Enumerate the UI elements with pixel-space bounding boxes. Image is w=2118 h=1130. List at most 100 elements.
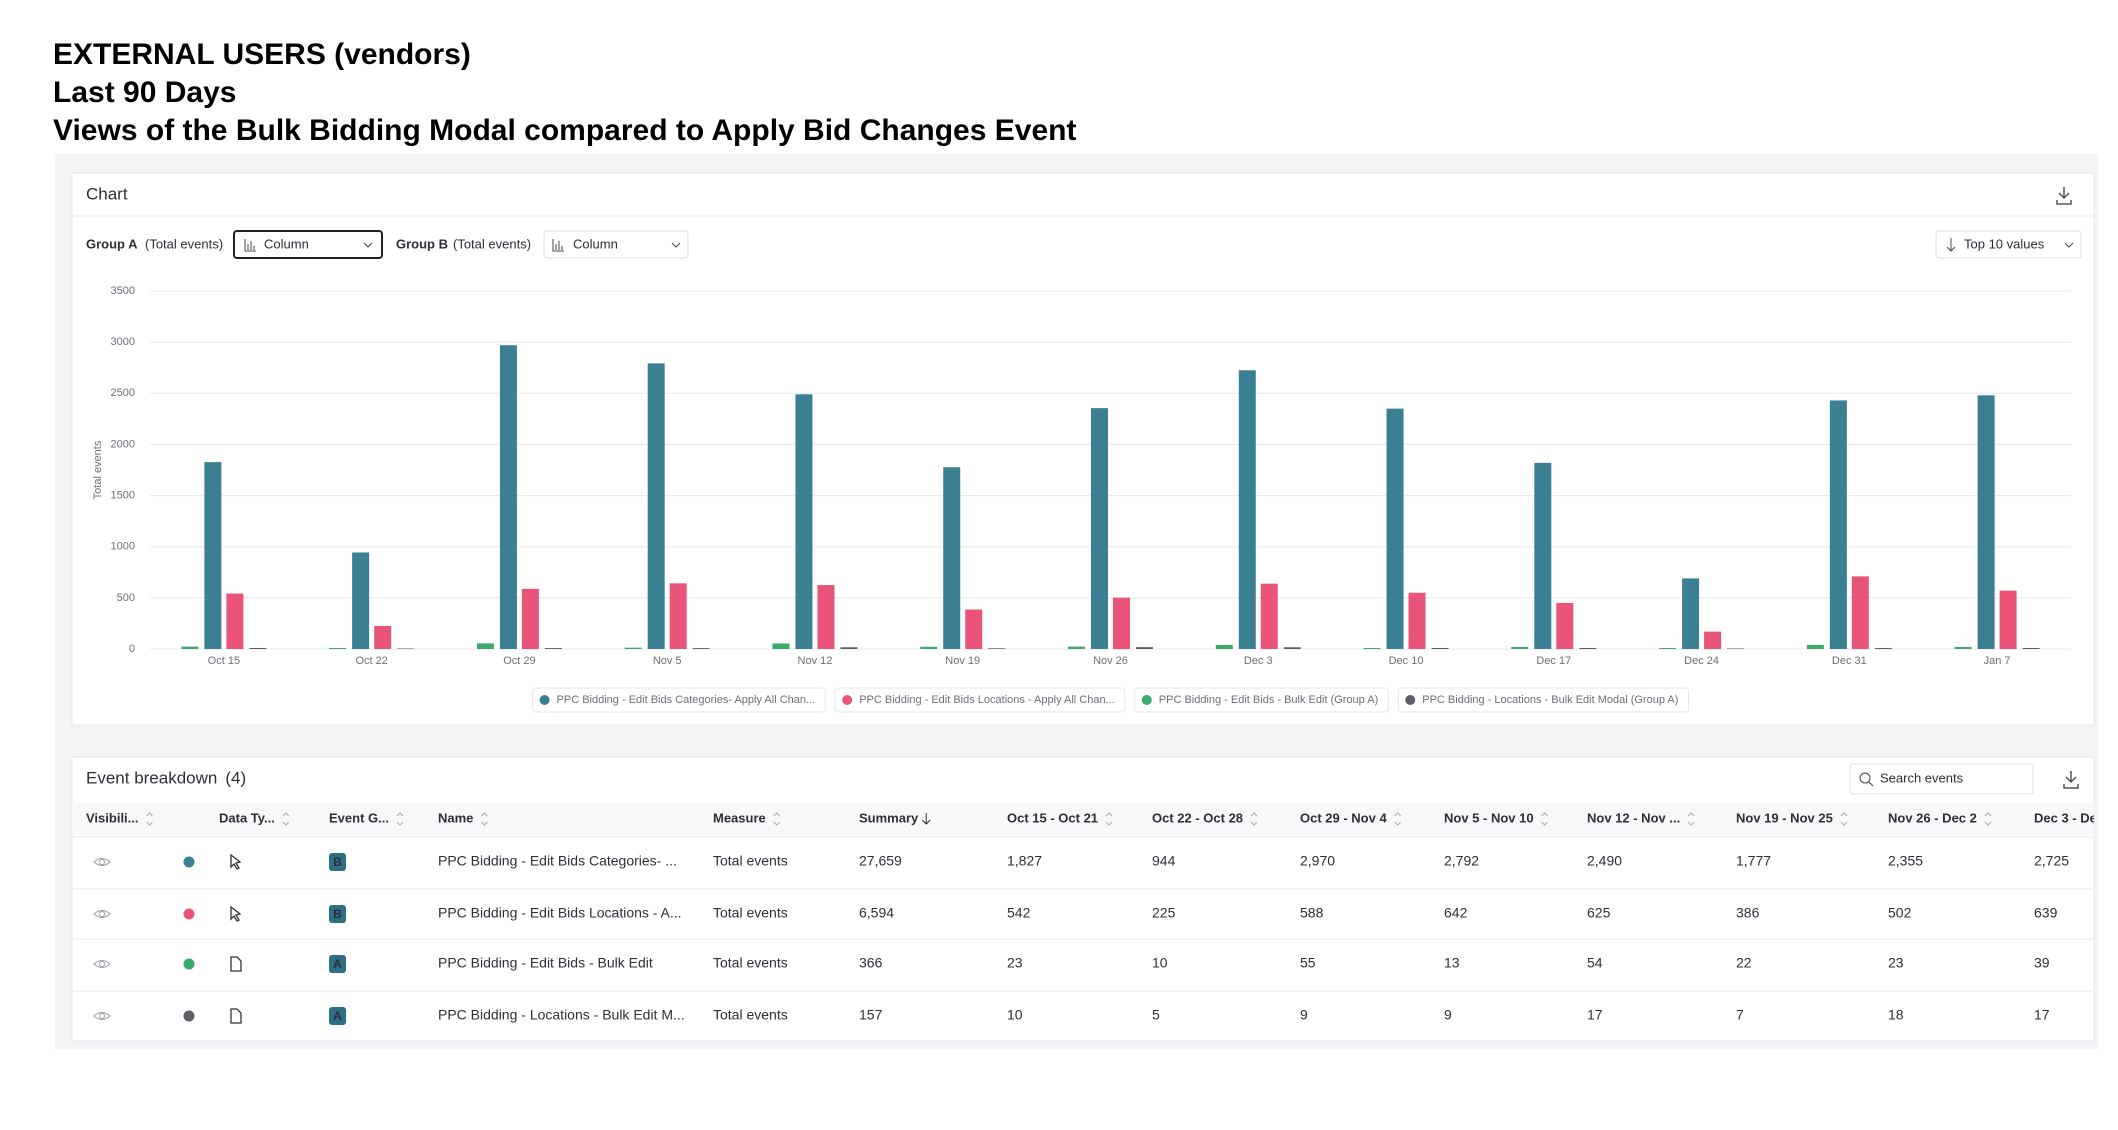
- legend-item[interactable]: PPC Bidding - Edit Bids Categories- Appl…: [532, 687, 826, 713]
- legend-item[interactable]: PPC Bidding - Edit Bids - Bulk Edit (Gro…: [1134, 687, 1389, 713]
- legend-box: [1397, 687, 1689, 713]
- column-header[interactable]: Event G...: [329, 810, 389, 825]
- table-title: Event breakdown: [86, 768, 217, 787]
- bar: [499, 345, 517, 649]
- table-cell: 10: [1007, 1007, 1023, 1023]
- bar: [1954, 646, 1972, 649]
- table-cell: 55: [1300, 955, 1316, 971]
- visibility-icon[interactable]: [93, 910, 111, 918]
- table-cell: 157: [859, 1007, 883, 1023]
- bar: [1363, 647, 1381, 649]
- column-header[interactable]: Data Ty...: [219, 810, 275, 825]
- group-measure: (Total events): [145, 236, 223, 251]
- bar: [249, 647, 267, 649]
- dropdown[interactable]: [543, 230, 689, 259]
- bar: [1579, 647, 1597, 649]
- legend: PPC Bidding - Edit Bids Categories- Appl…: [532, 687, 1689, 713]
- table-cell: 39: [2034, 955, 2050, 971]
- column-header[interactable]: Oct 22 - Oct 28: [1152, 810, 1243, 825]
- bar: [965, 609, 983, 649]
- bar: [1511, 646, 1529, 649]
- bar: [1659, 647, 1677, 649]
- data-type-icon: [230, 956, 242, 972]
- group-badge: [329, 1007, 346, 1025]
- group-badge-label: B: [333, 907, 342, 921]
- sort-icon: [146, 812, 153, 826]
- bar: [1283, 647, 1301, 649]
- column-header[interactable]: Nov 5 - Nov 10: [1444, 810, 1534, 825]
- table-cell: 642: [1444, 905, 1468, 921]
- column-header[interactable]: Name: [438, 810, 473, 825]
- table-count: (4): [225, 768, 246, 787]
- table-cell: 6,594: [859, 905, 894, 921]
- visibility-icon[interactable]: [93, 858, 111, 866]
- bar: [795, 394, 813, 649]
- table-cell: 10: [1152, 955, 1168, 971]
- chart-icon: [244, 239, 256, 252]
- sort-icon: [1687, 812, 1695, 826]
- dropdown-value: Column: [264, 236, 309, 251]
- legend-item[interactable]: PPC Bidding - Edit Bids Locations - Appl…: [834, 687, 1126, 713]
- bar: [1068, 646, 1085, 649]
- chevron: [2064, 242, 2074, 248]
- group-label: Group B: [396, 236, 448, 251]
- table-cell: 54: [1587, 955, 1603, 971]
- search-icon: [1868, 781, 1874, 787]
- header-line: Views of the Bulk Bidding Modal compared…: [53, 114, 1076, 147]
- column-header[interactable]: Measure: [713, 810, 766, 825]
- column-header[interactable]: Visibili...: [86, 810, 139, 825]
- search-icon: [1859, 772, 1871, 784]
- bar: [181, 646, 199, 649]
- dropdown[interactable]: [233, 230, 383, 259]
- column-header[interactable]: Nov 19 - Nov 25: [1736, 810, 1833, 825]
- legend-item[interactable]: PPC Bidding - Locations - Bulk Edit Moda…: [1397, 687, 1689, 713]
- table-cell: 588: [1300, 905, 1324, 921]
- visibility-icon[interactable]: [93, 960, 111, 968]
- bar: [226, 593, 244, 649]
- bar: [647, 363, 665, 649]
- download-icon[interactable]: [2056, 187, 2072, 205]
- search-box[interactable]: [1849, 763, 2034, 795]
- bar: [840, 647, 858, 649]
- table-cell: 366: [859, 955, 883, 971]
- table-cell: 17: [2034, 1007, 2050, 1023]
- table-cell: 13: [1444, 955, 1460, 971]
- table-cell: Total events: [713, 1007, 788, 1023]
- sort-icon: [2105, 813, 2111, 825]
- table-cell: 2,490: [1587, 853, 1622, 869]
- bar: [1556, 602, 1574, 649]
- bar: [2022, 647, 2040, 649]
- column-header[interactable]: Nov 26 - Dec 2: [1888, 810, 1977, 825]
- download-icon[interactable]: [2063, 771, 2079, 789]
- chevron: [671, 242, 681, 248]
- bar: [988, 648, 1006, 649]
- event-name[interactable]: PPC Bidding - Edit Bids Categories- ...: [438, 853, 677, 869]
- dropdown[interactable]: [1935, 230, 2082, 259]
- legend-label: PPC Bidding - Edit Bids Locations - Appl…: [859, 694, 1115, 706]
- bar: [1408, 592, 1426, 649]
- event-name[interactable]: PPC Bidding - Edit Bids - Bulk Edit: [438, 955, 653, 971]
- event-name[interactable]: PPC Bidding - Edit Bids Locations - A...: [438, 905, 682, 921]
- x-tick-label: Nov 19: [945, 655, 980, 667]
- x-tick-label: Jan 7: [1984, 655, 2011, 667]
- bar: [1806, 644, 1824, 649]
- y-tick-label: 500: [117, 592, 135, 604]
- table-cell: 502: [1888, 905, 1912, 921]
- table-cell: Total events: [713, 853, 788, 869]
- bar: [1829, 400, 1847, 649]
- bar: [1113, 597, 1130, 649]
- column-header[interactable]: Summary: [859, 810, 919, 825]
- table-cell: 542: [1007, 905, 1031, 921]
- table-cell: 9: [1444, 1007, 1452, 1023]
- column-header[interactable]: Oct 15 - Oct 21: [1007, 810, 1098, 825]
- visibility-icon[interactable]: [93, 1012, 111, 1020]
- visibility-icon: [99, 911, 105, 917]
- x-tick-label: Nov 5: [653, 655, 682, 667]
- column-header[interactable]: Nov 12 - Nov ...: [1587, 810, 1680, 825]
- column-header[interactable]: Dec 3 - De: [2034, 810, 2097, 825]
- event-name[interactable]: PPC Bidding - Locations - Bulk Edit M...: [438, 1007, 685, 1023]
- sort-icon: [396, 812, 404, 826]
- table-cell: Total events: [713, 905, 788, 921]
- column-header[interactable]: Oct 29 - Nov 4: [1300, 810, 1387, 825]
